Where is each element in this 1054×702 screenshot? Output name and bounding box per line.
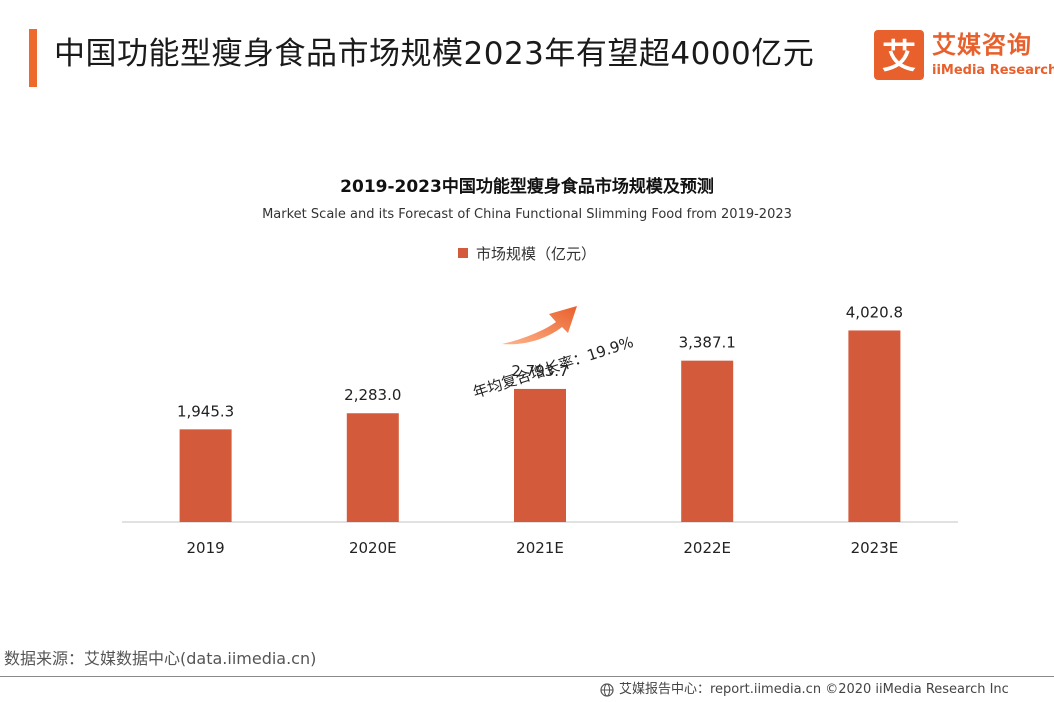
data-label-2021E: 2,793.7 [511, 362, 568, 380]
bar-2023E [848, 330, 901, 522]
x-tick-label-2021E: 2021E [516, 539, 564, 557]
growth-arrow-icon [502, 306, 577, 345]
data-label-2022E: 3,387.1 [679, 334, 736, 352]
bar-2021E [514, 388, 566, 522]
chart-title: 2019-2023中国功能型瘦身食品市场规模及预测 [340, 177, 714, 197]
brand-name-en: iiMedia Research [932, 63, 1054, 78]
title-accent-bar [29, 29, 37, 87]
bar-2019 [179, 429, 232, 522]
data-source: 数据来源：艾媒数据中心(data.iimedia.cn) [4, 649, 317, 668]
brand-logo: 艾 艾媒咨询 iiMedia Research [874, 30, 1054, 84]
brand-mark-glyph: 艾 [882, 37, 916, 77]
data-label-2020E: 2,283.0 [344, 386, 401, 404]
legend-label: 市场规模（亿元） [476, 244, 597, 263]
x-tick-label-2020E: 2020E [349, 539, 397, 557]
footer-credit: 艾媒报告中心：report.iimedia.cn ©2020 iiMedia R… [600, 680, 1054, 700]
footer-credit-text: 艾媒报告中心：report.iimedia.cn ©2020 iiMedia R… [619, 682, 1009, 697]
brand-mark-icon: 艾 [874, 30, 924, 80]
x-tick-label-2022E: 2022E [683, 539, 731, 557]
page-title: 中国功能型瘦身食品市场规模2023年有望超4000亿元 [54, 36, 815, 72]
data-label-2019: 1,945.3 [177, 402, 234, 420]
chart-legend: 市场规模（亿元） [458, 243, 596, 263]
bar-2020E [346, 413, 399, 522]
chart-subtitle: Market Scale and its Forecast of China F… [262, 207, 792, 222]
bar-2022E [681, 360, 734, 522]
data-label-2023E: 4,020.8 [846, 303, 903, 321]
brand-name-cn: 艾媒咨询 [932, 31, 1032, 59]
x-tick-label-2023E: 2023E [851, 539, 899, 557]
globe-icon [600, 683, 614, 697]
x-tick-label-2019: 2019 [187, 539, 225, 557]
legend-swatch [458, 248, 468, 258]
footer-divider [0, 676, 1054, 677]
